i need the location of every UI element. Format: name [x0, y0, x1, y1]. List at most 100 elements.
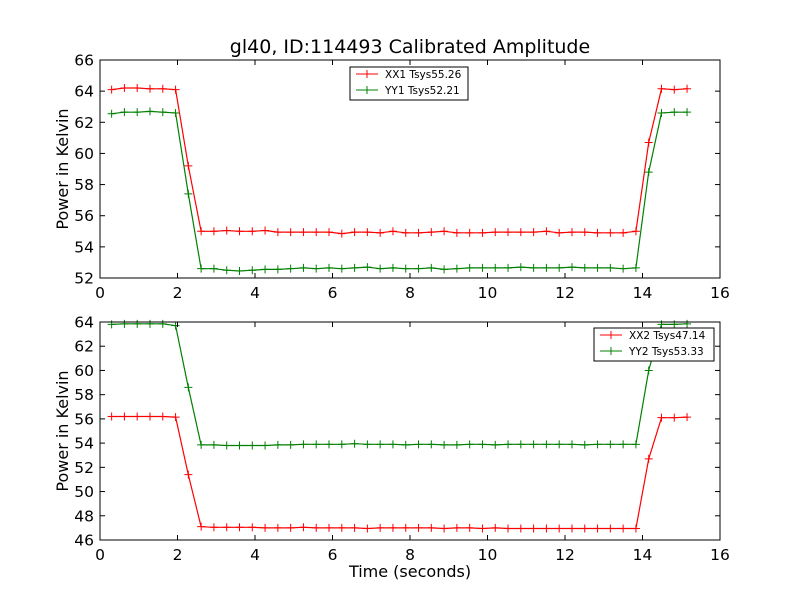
top-x-tick-label: 14: [633, 284, 653, 302]
bottom-point-xx2: [440, 524, 449, 533]
bottom-point-xx2: [363, 524, 372, 533]
top-x-tick-label: 2: [173, 284, 183, 302]
top-point-xx1: [670, 85, 679, 94]
bottom-point-xx2: [299, 523, 308, 532]
bottom-point-yy2: [120, 319, 129, 328]
top-x-tick-label: 0: [95, 284, 105, 302]
top-point-xx1: [184, 161, 193, 170]
bottom-point-yy2: [516, 440, 525, 449]
top-point-yy1: [312, 264, 321, 273]
bottom-point-xx2: [222, 523, 231, 532]
bottom-point-xx2: [350, 523, 359, 532]
bottom-x-tick-label: 16: [710, 546, 730, 564]
bottom-y-tick-label: 64: [74, 314, 94, 332]
top-point-xx1: [261, 226, 270, 235]
top-legend-label-yy1: YY1 Tsys52.21: [384, 85, 460, 97]
bottom-point-yy2: [312, 440, 321, 449]
top-subplot: 0 2 4 6 8 10 12 14 16 52 54 56 58 60 62 64 66 Power in K…: [53, 52, 730, 303]
bottom-x-tick-label: 12: [555, 546, 575, 564]
top-point-xx1: [248, 227, 257, 236]
bottom-point-xx2: [145, 412, 154, 421]
top-point-xx1: [606, 228, 615, 237]
top-point-xx1: [286, 228, 295, 237]
top-point-xx1: [414, 228, 423, 237]
bottom-point-yy2: [555, 440, 564, 449]
top-point-xx1: [273, 228, 282, 237]
top-series-line-xx1: [111, 87, 688, 235]
top-point-yy1: [670, 108, 679, 117]
bottom-y-tick-label: 56: [74, 410, 94, 428]
bottom-point-xx2: [657, 413, 666, 422]
bottom-point-yy2: [542, 440, 551, 449]
top-axis-ticks: 0 2 4 6 8 10 12 14 16 52 54 56 58 60 62 64 66: [74, 52, 730, 303]
bottom-point-xx2: [427, 523, 436, 532]
top-point-yy1: [401, 264, 410, 273]
bottom-legend-label-yy2: YY2 Tsys53.33: [628, 346, 704, 358]
top-point-yy1: [363, 263, 372, 272]
top-point-xx1: [491, 228, 500, 237]
bottom-point-xx2: [504, 524, 513, 533]
top-point-yy1: [273, 265, 282, 274]
bottom-point-xx2: [197, 522, 206, 531]
bottom-legend-label-xx2: XX2 Tsys47.14: [629, 330, 706, 342]
top-point-xx1: [312, 228, 321, 237]
top-point-yy1: [478, 263, 487, 272]
bottom-x-tick-label: 8: [405, 546, 415, 564]
top-point-yy1: [171, 108, 180, 117]
top-y-tick-label: 56: [74, 207, 94, 225]
bottom-series-line-xx2: [111, 415, 688, 530]
bottom-point-yy2: [529, 440, 538, 449]
bottom-point-yy2: [299, 440, 308, 449]
top-point-yy1: [235, 266, 244, 275]
top-point-yy1: [567, 263, 576, 272]
top-point-yy1: [158, 108, 167, 117]
top-point-xx1: [325, 228, 334, 237]
top-point-yy1: [337, 264, 346, 273]
bottom-point-yy2: [427, 440, 436, 449]
top-point-xx1: [107, 85, 116, 94]
bottom-point-yy2: [440, 440, 449, 449]
bottom-point-xx2: [158, 412, 167, 421]
bottom-point-yy2: [133, 319, 142, 328]
bottom-point-xx2: [376, 523, 385, 532]
bottom-point-xx2: [209, 523, 218, 532]
top-legend-label-xx1: XX1 Tsys55.26: [385, 69, 462, 81]
bottom-point-xx2: [184, 470, 193, 479]
top-point-xx1: [452, 228, 461, 237]
top-point-yy1: [542, 263, 551, 272]
top-point-xx1: [478, 228, 487, 237]
top-point-xx1: [120, 84, 129, 93]
bottom-x-tick-label: 14: [633, 546, 653, 564]
top-point-yy1: [465, 263, 474, 272]
top-legend-marker-yy1: [363, 86, 371, 94]
top-point-yy1: [516, 263, 525, 272]
top-point-yy1: [452, 264, 461, 273]
figure-title: gl40, ID:114493 Calibrated Amplitude: [230, 36, 590, 58]
top-y-tick-label: 66: [74, 52, 94, 70]
bottom-point-xx2: [235, 523, 244, 532]
top-point-xx1: [580, 228, 589, 237]
top-point-xx1: [401, 228, 410, 237]
bottom-point-yy2: [414, 440, 423, 449]
bottom-x-tick-label: 0: [95, 546, 105, 564]
top-point-xx1: [197, 227, 206, 236]
bottom-point-xx2: [516, 524, 525, 533]
top-point-xx1: [504, 228, 513, 237]
bottom-point-xx2: [529, 524, 538, 533]
bottom-y-tick-label: 62: [74, 338, 94, 356]
bottom-y-tick-label: 58: [74, 386, 94, 404]
top-point-yy1: [107, 109, 116, 118]
top-point-xx1: [363, 228, 372, 237]
bottom-point-yy2: [388, 440, 397, 449]
top-point-xx1: [350, 228, 359, 237]
bottom-y-tick-label: 52: [74, 459, 94, 477]
top-point-xx1: [529, 228, 538, 237]
bottom-point-yy2: [350, 439, 359, 448]
bottom-y-tick-label: 48: [74, 507, 94, 525]
top-y-tick-label: 60: [74, 145, 94, 163]
bottom-point-xx2: [644, 454, 653, 463]
bottom-point-yy2: [145, 319, 154, 328]
top-point-yy1: [286, 264, 295, 273]
